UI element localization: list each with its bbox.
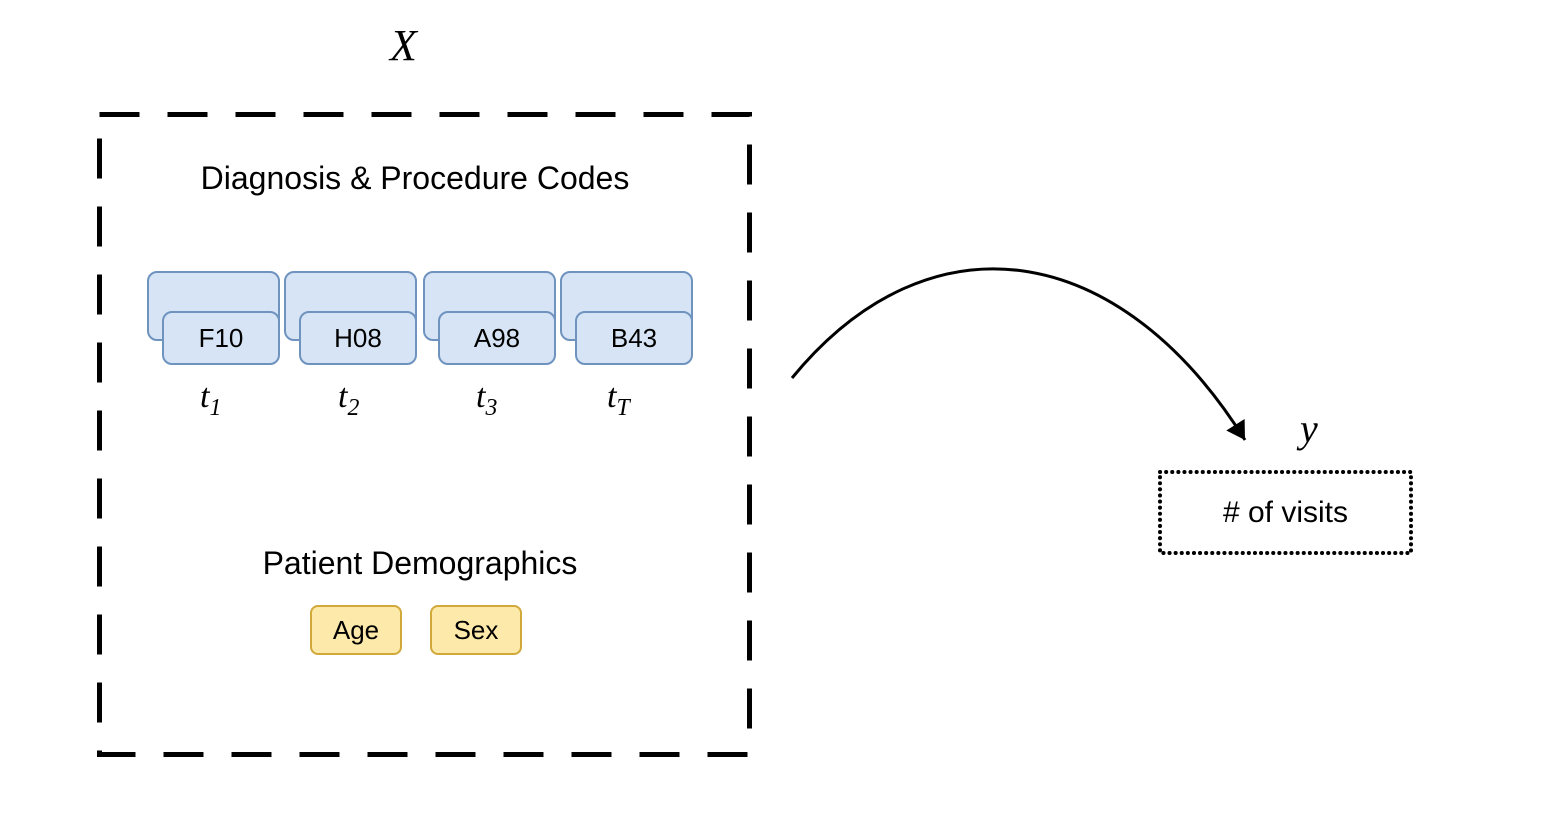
output-target-box: # of visits xyxy=(1158,470,1413,555)
diagram-canvas: X Diagnosis & Procedure Codes F10H08A98B… xyxy=(0,0,1543,819)
y-variable-label: y xyxy=(1300,405,1318,452)
